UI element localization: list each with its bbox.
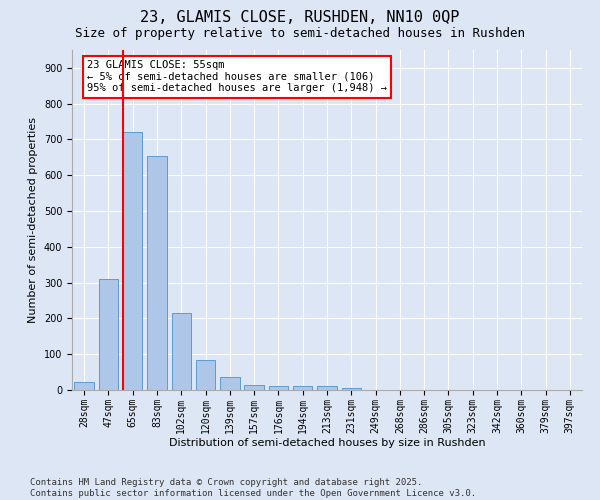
Text: 23, GLAMIS CLOSE, RUSHDEN, NN10 0QP: 23, GLAMIS CLOSE, RUSHDEN, NN10 0QP [140,10,460,25]
Bar [341,388,361,390]
Bar [220,378,239,390]
Bar [99,279,118,390]
Bar [196,360,215,390]
Text: 23 GLAMIS CLOSE: 55sqm
← 5% of semi-detached houses are smaller (106)
95% of sem: 23 GLAMIS CLOSE: 55sqm ← 5% of semi-deta… [88,60,388,94]
Text: Contains HM Land Registry data © Crown copyright and database right 2025.
Contai: Contains HM Land Registry data © Crown c… [30,478,476,498]
Bar [244,386,264,390]
Bar [293,386,313,390]
X-axis label: Distribution of semi-detached houses by size in Rushden: Distribution of semi-detached houses by … [169,438,485,448]
Bar [317,386,337,390]
Bar [147,156,167,390]
Bar [74,382,94,390]
Bar [123,132,142,390]
Text: Size of property relative to semi-detached houses in Rushden: Size of property relative to semi-detach… [75,28,525,40]
Bar [269,386,288,390]
Bar [172,313,191,390]
Y-axis label: Number of semi-detached properties: Number of semi-detached properties [28,117,38,323]
